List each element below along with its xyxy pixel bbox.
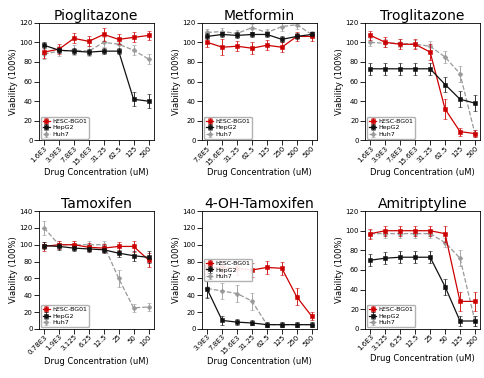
Y-axis label: Viability (100%): Viability (100%) [334, 48, 343, 115]
Y-axis label: Viability (100%): Viability (100%) [334, 237, 343, 304]
X-axis label: Drug Concentration (uM): Drug Concentration (uM) [370, 168, 474, 177]
Legend: hESC-BG01, HepG2, Huh7: hESC-BG01, HepG2, Huh7 [366, 305, 414, 327]
Y-axis label: Viability (100%): Viability (100%) [9, 237, 17, 304]
Y-axis label: Viability (100%): Viability (100%) [171, 48, 181, 115]
Title: Metformin: Metformin [224, 9, 294, 23]
Legend: hESC-BG01, HepG2, Huh7: hESC-BG01, HepG2, Huh7 [41, 117, 89, 139]
Title: 4-OH-Tamoxifen: 4-OH-Tamoxifen [204, 197, 314, 211]
X-axis label: Drug Concentration (uM): Drug Concentration (uM) [44, 357, 148, 366]
X-axis label: Drug Concentration (uM): Drug Concentration (uM) [207, 168, 311, 177]
Legend: hESC-BG01, HepG2, Huh7: hESC-BG01, HepG2, Huh7 [366, 117, 414, 139]
Legend: hESC-BG01, HepG2, Huh7: hESC-BG01, HepG2, Huh7 [203, 259, 251, 281]
Y-axis label: Viability (100%): Viability (100%) [171, 237, 181, 304]
Y-axis label: Viability (100%): Viability (100%) [9, 48, 17, 115]
Title: Troglitazone: Troglitazone [380, 9, 464, 23]
X-axis label: Drug Concentration (uM): Drug Concentration (uM) [44, 168, 148, 177]
Title: Amitriptyline: Amitriptyline [377, 197, 467, 211]
Title: Pioglitazone: Pioglitazone [54, 9, 138, 23]
Legend: hESC-BG01, HepG2, Huh7: hESC-BG01, HepG2, Huh7 [41, 305, 89, 327]
X-axis label: Drug Concentration (uM): Drug Concentration (uM) [370, 353, 474, 363]
Legend: hESC-BG01, HepG2, Huh7: hESC-BG01, HepG2, Huh7 [203, 117, 251, 139]
X-axis label: Drug Concentration (uM): Drug Concentration (uM) [207, 357, 311, 366]
Title: Tamoxifen: Tamoxifen [60, 197, 132, 211]
